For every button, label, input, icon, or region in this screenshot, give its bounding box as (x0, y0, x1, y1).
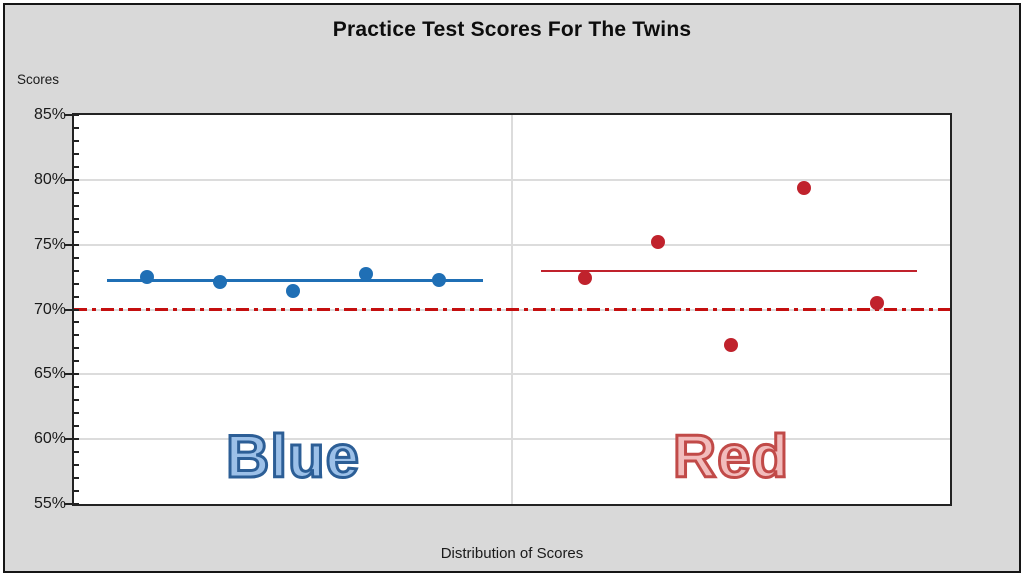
y-minor-tick (74, 347, 79, 350)
y-minor-tick (74, 399, 79, 402)
reference-line-70pct (74, 308, 950, 311)
red-mean-line (541, 269, 918, 272)
blue-data-point (140, 270, 154, 285)
red-data-point (797, 180, 811, 195)
y-tick-label: 60% (33, 430, 66, 448)
red-data-point (651, 235, 665, 250)
y-minor-tick (74, 191, 79, 194)
blue-data-point (286, 284, 300, 299)
y-minor-tick (74, 126, 79, 129)
y-major-tick (64, 243, 79, 246)
y-minor-tick (74, 139, 79, 142)
y-minor-tick (74, 490, 79, 493)
y-minor-tick (74, 230, 79, 233)
y-minor-tick (74, 217, 79, 220)
y-major-tick (64, 178, 79, 181)
y-minor-tick (74, 451, 79, 454)
y-minor-tick (74, 165, 79, 168)
y-minor-tick (74, 386, 79, 389)
annotation-red: Red (671, 422, 790, 491)
y-minor-tick (74, 269, 79, 272)
x-axis-title: Distribution of Scores (440, 545, 584, 562)
y-minor-tick (74, 464, 79, 467)
y-minor-tick (74, 334, 79, 337)
y-major-tick (64, 308, 79, 311)
blue-mean-line (106, 279, 483, 283)
y-axis-title: Scores (17, 72, 60, 87)
y-minor-tick (74, 152, 79, 155)
y-tick-label: 85% (33, 106, 66, 123)
y-minor-tick (74, 425, 79, 428)
blue-data-point (432, 272, 446, 287)
y-tick-label: 80% (33, 170, 66, 188)
red-data-point (870, 296, 884, 311)
y-major-tick (64, 438, 79, 441)
y-minor-tick (74, 204, 79, 207)
y-minor-tick (74, 295, 79, 298)
y-minor-tick (74, 477, 79, 480)
annotation-blue: Blue (224, 422, 361, 491)
blue-data-point (359, 267, 373, 282)
y-tick-label: 75% (33, 235, 66, 253)
plot-area: Blue Red (72, 113, 952, 506)
y-tick-label: 70% (33, 300, 66, 318)
y-minor-tick (74, 360, 79, 363)
y-tick-label: 65% (33, 365, 66, 383)
red-data-point (724, 337, 738, 352)
y-major-tick (64, 373, 79, 376)
y-major-tick (64, 503, 79, 505)
y-tick-label: 55% (33, 495, 66, 512)
y-minor-tick (74, 412, 79, 415)
y-minor-tick (74, 282, 79, 285)
chart-title: Practice Test Scores For The Twins (332, 18, 692, 41)
blue-data-point (213, 275, 227, 290)
y-minor-tick (74, 321, 79, 324)
y-minor-tick (74, 256, 79, 259)
red-data-point (578, 271, 592, 286)
y-major-tick (64, 114, 79, 116)
